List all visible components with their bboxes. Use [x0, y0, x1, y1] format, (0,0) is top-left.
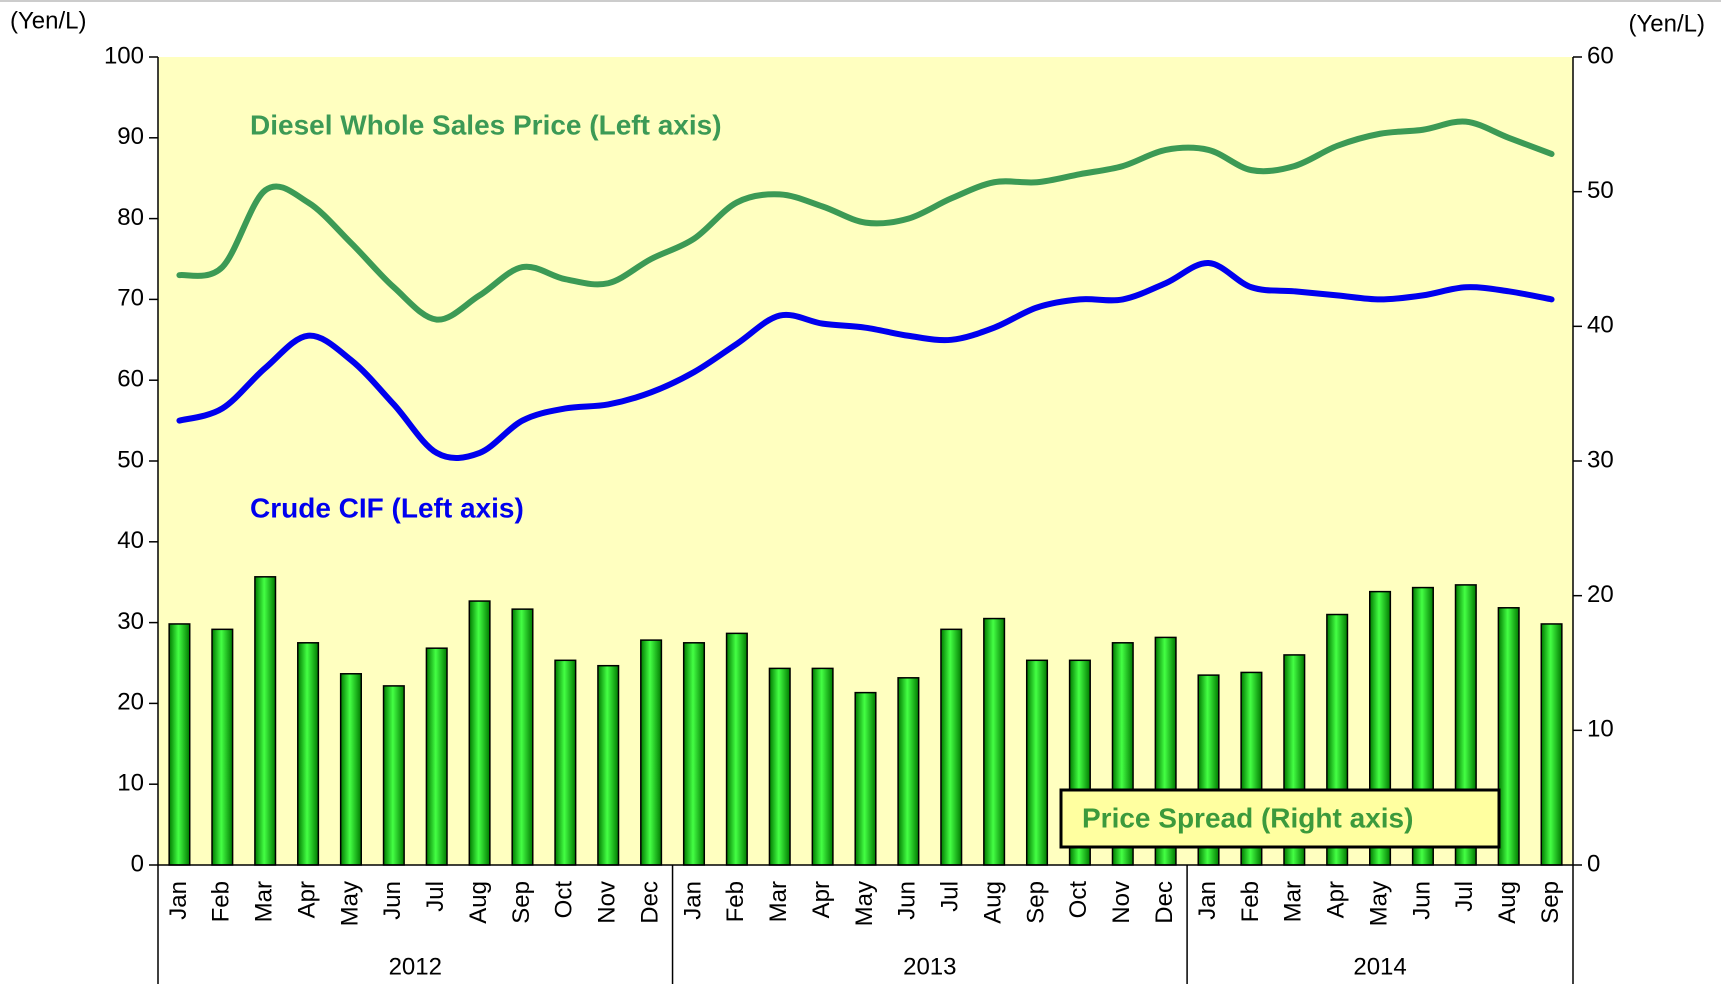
x-tick-label: Jan: [679, 881, 706, 920]
y2-tick-label: 60: [1587, 42, 1614, 69]
x-tick-label: Feb: [208, 881, 235, 922]
x-tick-label: Apr: [808, 881, 835, 918]
bar: [640, 639, 663, 866]
x-tick-label: Jun: [894, 881, 921, 920]
bar: [768, 667, 791, 866]
x-tick-label: Jun: [1408, 881, 1435, 920]
bar: [168, 623, 191, 866]
bar: [425, 647, 448, 866]
bar: [854, 691, 877, 866]
y-tick-label: 50: [117, 446, 144, 473]
bar: [940, 628, 963, 866]
line: [176, 260, 1555, 461]
year-label: 2013: [903, 953, 956, 980]
x-tick-label: Mar: [765, 881, 792, 922]
bar: [339, 673, 362, 866]
x-tick-label: Mar: [251, 881, 278, 922]
x-tick-label: Sep: [508, 881, 535, 924]
x-tick-label: Oct: [1065, 881, 1092, 919]
x-tick-label: Jan: [1194, 881, 1221, 920]
line: [176, 118, 1555, 323]
x-tick-label: May: [336, 881, 363, 926]
annotation-box: [1059, 788, 1501, 849]
x-tick-label: Nov: [594, 881, 621, 924]
bar: [254, 576, 277, 866]
y2-tick-label: 50: [1587, 177, 1614, 204]
y-tick-label: 100: [104, 42, 144, 69]
bar: [1540, 623, 1563, 866]
y2-tick-label: 0: [1587, 850, 1600, 877]
x-tick-label: Aug: [979, 881, 1006, 924]
y2-tick-label: 20: [1587, 581, 1614, 608]
x-tick-label: Jul: [422, 881, 449, 912]
y-tick-label: 80: [117, 204, 144, 231]
bar: [382, 685, 405, 866]
bar: [511, 608, 534, 866]
x-tick-label: Aug: [465, 881, 492, 924]
bar: [297, 642, 320, 866]
x-tick-label: Mar: [1280, 881, 1307, 922]
y-tick-label: 90: [117, 123, 144, 150]
year-label: 2014: [1353, 953, 1406, 980]
y-tick-label: 30: [117, 608, 144, 635]
x-tick-label: Jun: [379, 881, 406, 920]
y-tick-label: 40: [117, 527, 144, 554]
bar: [211, 628, 234, 866]
x-tick-label: Oct: [551, 881, 578, 919]
y2-tick-label: 40: [1587, 312, 1614, 339]
bar: [983, 617, 1006, 866]
x-tick-label: Sep: [1537, 881, 1564, 924]
bar: [468, 600, 491, 866]
bar: [811, 667, 834, 866]
x-tick-label: Dec: [636, 881, 663, 924]
x-tick-label: Feb: [722, 881, 749, 922]
bar: [1025, 659, 1049, 866]
series-annotation: Diesel Whole Sales Price (Left axis): [250, 109, 722, 140]
x-tick-label: Sep: [1022, 881, 1049, 924]
y-tick-label: 70: [117, 285, 144, 312]
x-tick-label: Aug: [1494, 881, 1521, 924]
x-tick-label: May: [851, 881, 878, 926]
y-tick-label: 10: [117, 770, 144, 797]
bar: [682, 642, 706, 866]
x-tick-label: Jul: [1451, 881, 1478, 912]
x-tick-label: Jul: [937, 881, 964, 912]
x-tick-label: Apr: [293, 881, 320, 918]
y2-axis-label: (Yen/L): [1629, 10, 1706, 37]
y2-tick-label: 10: [1587, 716, 1614, 743]
x-tick-label: May: [1365, 881, 1392, 926]
y-tick-label: 0: [131, 850, 144, 877]
bar: [897, 677, 920, 866]
x-tick-label: Nov: [1108, 881, 1135, 924]
x-tick-label: Dec: [1151, 881, 1178, 924]
x-tick-label: Jan: [165, 881, 192, 920]
y2-tick-label: 30: [1587, 446, 1614, 473]
bar: [1497, 607, 1520, 866]
bar: [597, 664, 620, 866]
bar: [554, 659, 577, 866]
bar: [725, 632, 748, 866]
y-tick-label: 20: [117, 689, 144, 716]
y-axis-label: (Yen/L): [10, 7, 87, 34]
x-tick-label: Apr: [1323, 881, 1350, 918]
x-tick-label: Feb: [1237, 881, 1264, 922]
series-annotation: Crude CIF (Left axis): [250, 492, 524, 523]
year-label: 2012: [389, 953, 442, 980]
y-tick-label: 60: [117, 366, 144, 393]
series-annotation: Price Spread (Right axis): [1082, 802, 1413, 833]
